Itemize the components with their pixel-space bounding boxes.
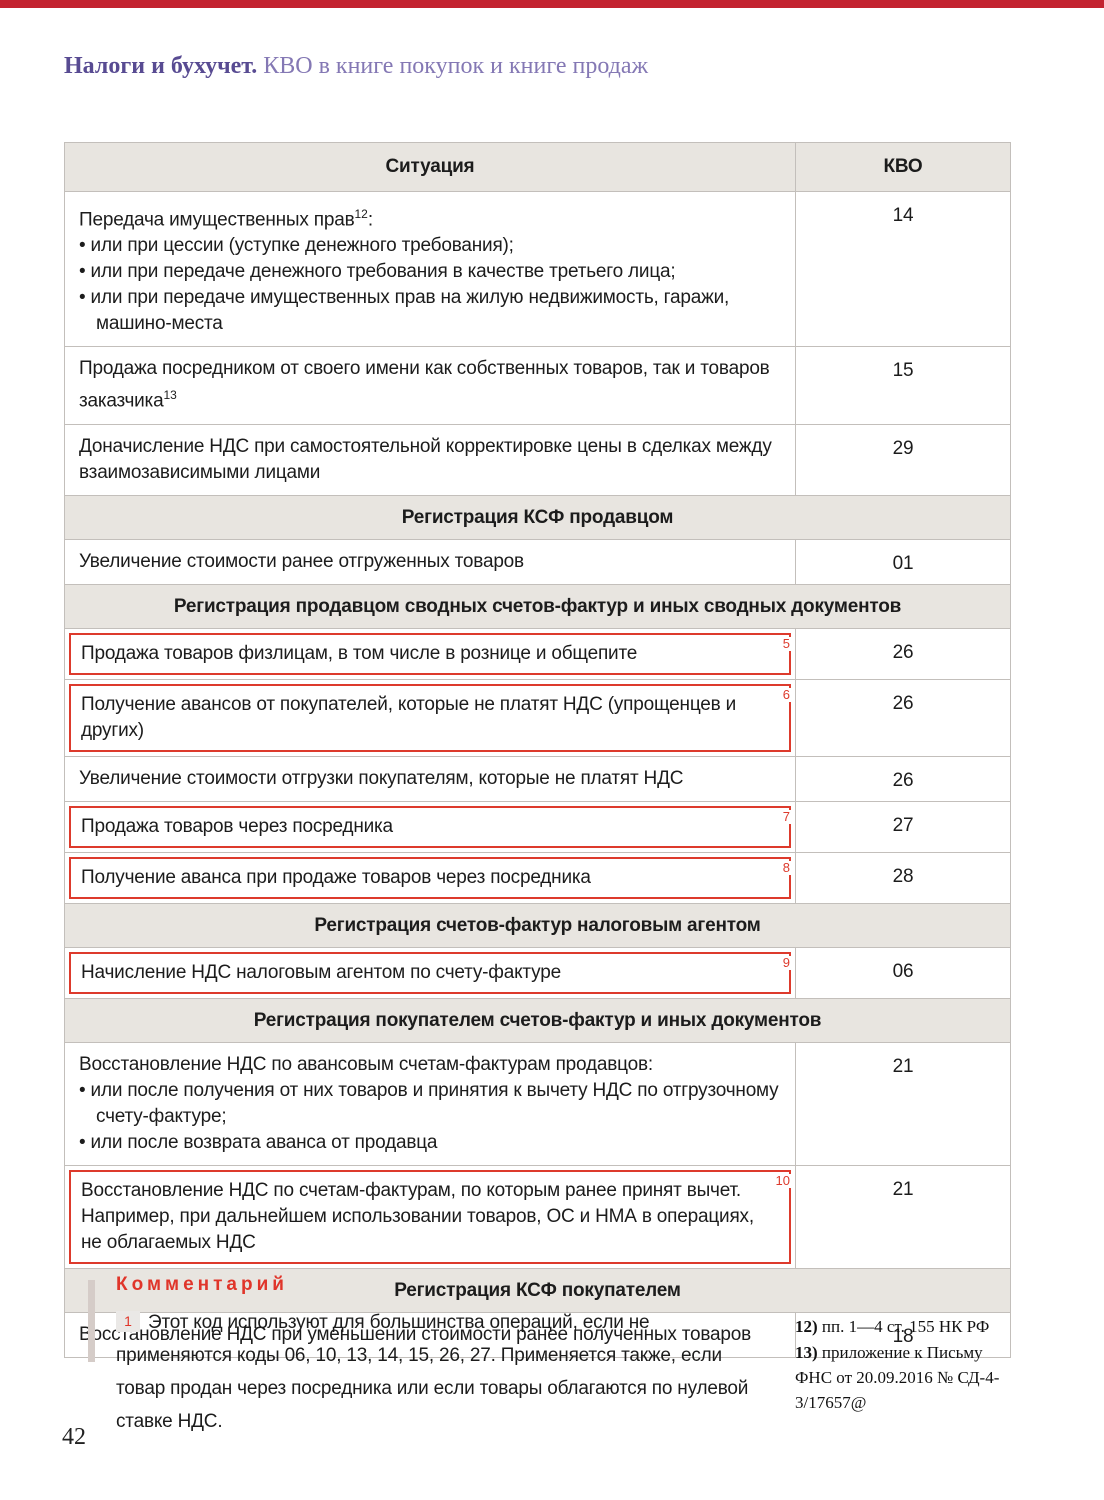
comment-body: Этот код используют для большинства опер… <box>116 1312 749 1432</box>
red-box-reference-number: 8 <box>780 859 792 875</box>
kvo-cell: 15 <box>795 346 1011 425</box>
kvo-cell: 29 <box>795 423 1011 496</box>
page-number: 42 <box>62 1424 86 1450</box>
kvo-cell: 06 <box>795 946 1011 999</box>
situation-cell: Восстановление НДС по авансовым счетам-ф… <box>64 1041 796 1166</box>
table-row: Доначисление НДС при самостоятельной кор… <box>64 423 1011 496</box>
section-row: Регистрация КСФ продавцом <box>64 494 1011 540</box>
red-box-reference-number: 5 <box>780 635 792 651</box>
footnote-13: 13) приложение к Письму ФНС от 20.09.201… <box>795 1340 1023 1415</box>
situation-cell: Восстановление НДС при уменьшении стоимо… <box>64 1311 796 1358</box>
footnote-13-text: приложение к Письму ФНС от 20.09.2016 № … <box>795 1343 1000 1412</box>
comment-accent-bar <box>88 1280 95 1362</box>
comment-block: Комментарий 1 Этот код используют для бол… <box>88 1274 788 1438</box>
situation-cell: Начисление НДС налоговым агентом по счет… <box>64 946 796 999</box>
bullet-item: • или после получения от них товаров и п… <box>79 1079 779 1127</box>
kvo-table-body: Передача имущественных прав12: • или при … <box>64 190 1011 1358</box>
situation-cell: Увеличение стоимости ранее отгруженных т… <box>64 538 796 585</box>
kvo-cell: 14 <box>795 190 1011 348</box>
footnote-12: 12) пп. 1—4 ст. 155 НК РФ <box>795 1314 1023 1339</box>
kvo-cell: 27 <box>795 800 1011 853</box>
kvo-cell: 28 <box>795 851 1011 904</box>
section-label: Регистрация КСФ продавцом <box>64 494 1011 540</box>
section-row: Регистрация покупателем счетов-фактур и … <box>64 997 1011 1043</box>
footnotes: 12) пп. 1—4 ст. 155 НК РФ 13) приложение… <box>795 1314 1023 1416</box>
red-box-reference-number: 10 <box>773 1172 792 1188</box>
situation-cell: Продажа товаров физлицам, в том числе в … <box>64 627 796 680</box>
bullet-item: • или при цессии (уступке денежного треб… <box>79 235 514 257</box>
red-box-reference-number: 7 <box>780 808 792 824</box>
kvo-cell: 21 <box>795 1041 1011 1166</box>
table-row: Продажа товаров через посредника 7 27 <box>64 800 1011 853</box>
bullet-item: • или при передаче денежного требования … <box>79 261 676 283</box>
table-row: Получение аванса при продаже товаров чер… <box>64 851 1011 904</box>
kvo-cell: 18 <box>795 1311 1011 1358</box>
table-header-row: Ситуация КВО <box>64 142 1011 192</box>
page-header: Налоги и бухучет. КВО в книге покупок и … <box>64 52 648 80</box>
column-header-kvo: КВО <box>795 142 1011 192</box>
situation-cell: Доначисление НДС при самостоятельной кор… <box>64 423 796 496</box>
situation-cell: Передача имущественных прав12: • или при … <box>64 190 796 348</box>
section-label: Регистрация КСФ покупателем <box>64 1267 1011 1313</box>
situation-cell: Увеличение стоимости отгрузки покупателя… <box>64 755 796 802</box>
situation-cell: Продажа посредником от своего имени как … <box>64 346 796 425</box>
footnote-marker: 1 <box>116 1311 140 1332</box>
table-row: Продажа товаров физлицам, в том числе в … <box>64 627 1011 680</box>
table-row: Начисление НДС налоговым агентом по счет… <box>64 946 1011 999</box>
column-header-situation: Ситуация <box>64 142 796 192</box>
table-row: Увеличение стоимости отгрузки покупателя… <box>64 755 1011 802</box>
comment-heading: Комментарий <box>116 1274 288 1295</box>
red-box-reference-number: 9 <box>780 954 792 970</box>
rubric-label: Налоги и бухучет. <box>64 53 258 79</box>
red-box-reference-number: 6 <box>780 686 792 702</box>
footnote-12-number: 12) <box>795 1317 818 1336</box>
situation-cell: Продажа товаров через посредника 7 <box>64 800 796 853</box>
footnote-13-number: 13) <box>795 1343 818 1362</box>
section-row: Регистрация КСФ покупателем <box>64 1267 1011 1313</box>
table-row: Восстановление НДС при уменьшении стоимо… <box>64 1311 1011 1358</box>
footnote-superscript: 13 <box>163 388 177 403</box>
situation-cell: Восстановление НДС по счетам-фактурам, п… <box>64 1164 796 1269</box>
kvo-cell: 21 <box>795 1164 1011 1269</box>
section-label: Регистрация покупателем счетов-фактур и … <box>64 997 1011 1043</box>
top-accent-bar <box>0 0 1104 8</box>
section-label: Регистрация продавцом сводных счетов-фак… <box>64 583 1011 629</box>
kvo-cell: 26 <box>795 678 1011 757</box>
table-row: Восстановление НДС по счетам-фактурам, п… <box>64 1164 1011 1269</box>
kvo-table-container: Ситуация КВО Передача имущественных прав… <box>64 142 1011 1358</box>
comment-text: 1 Этот код используют для большинства опе… <box>116 1306 756 1438</box>
table-row: Получение авансов от покупателей, которы… <box>64 678 1011 757</box>
table-row: Продажа посредником от своего имени как … <box>64 346 1011 425</box>
table-row: Восстановление НДС по авансовым счетам-ф… <box>64 1041 1011 1166</box>
bullet-item: • или после возврата аванса от продавца <box>79 1131 438 1153</box>
section-label: Регистрация счетов-фактур налоговым аген… <box>64 902 1011 948</box>
kvo-cell: 26 <box>795 755 1011 802</box>
kvo-cell: 01 <box>795 538 1011 585</box>
situation-cell: Получение аванса при продаже товаров чер… <box>64 851 796 904</box>
section-row: Регистрация продавцом сводных счетов-фак… <box>64 583 1011 629</box>
table-row: Увеличение стоимости ранее отгруженных т… <box>64 538 1011 585</box>
kvo-cell: 26 <box>795 627 1011 680</box>
bullet-item: • или при передаче имущественных прав на… <box>79 287 730 335</box>
kvo-table: Ситуация КВО Передача имущественных прав… <box>64 142 1011 1358</box>
footnote-12-text: пп. 1—4 ст. 155 НК РФ <box>821 1317 990 1336</box>
footnote-superscript: 12 <box>354 207 368 221</box>
table-row: Передача имущественных прав12: • или при … <box>64 190 1011 348</box>
section-row: Регистрация счетов-фактур налоговым аген… <box>64 902 1011 948</box>
situation-cell: Получение авансов от покупателей, которы… <box>64 678 796 757</box>
article-title: КВО в книге покупок и книге продаж <box>263 53 649 79</box>
